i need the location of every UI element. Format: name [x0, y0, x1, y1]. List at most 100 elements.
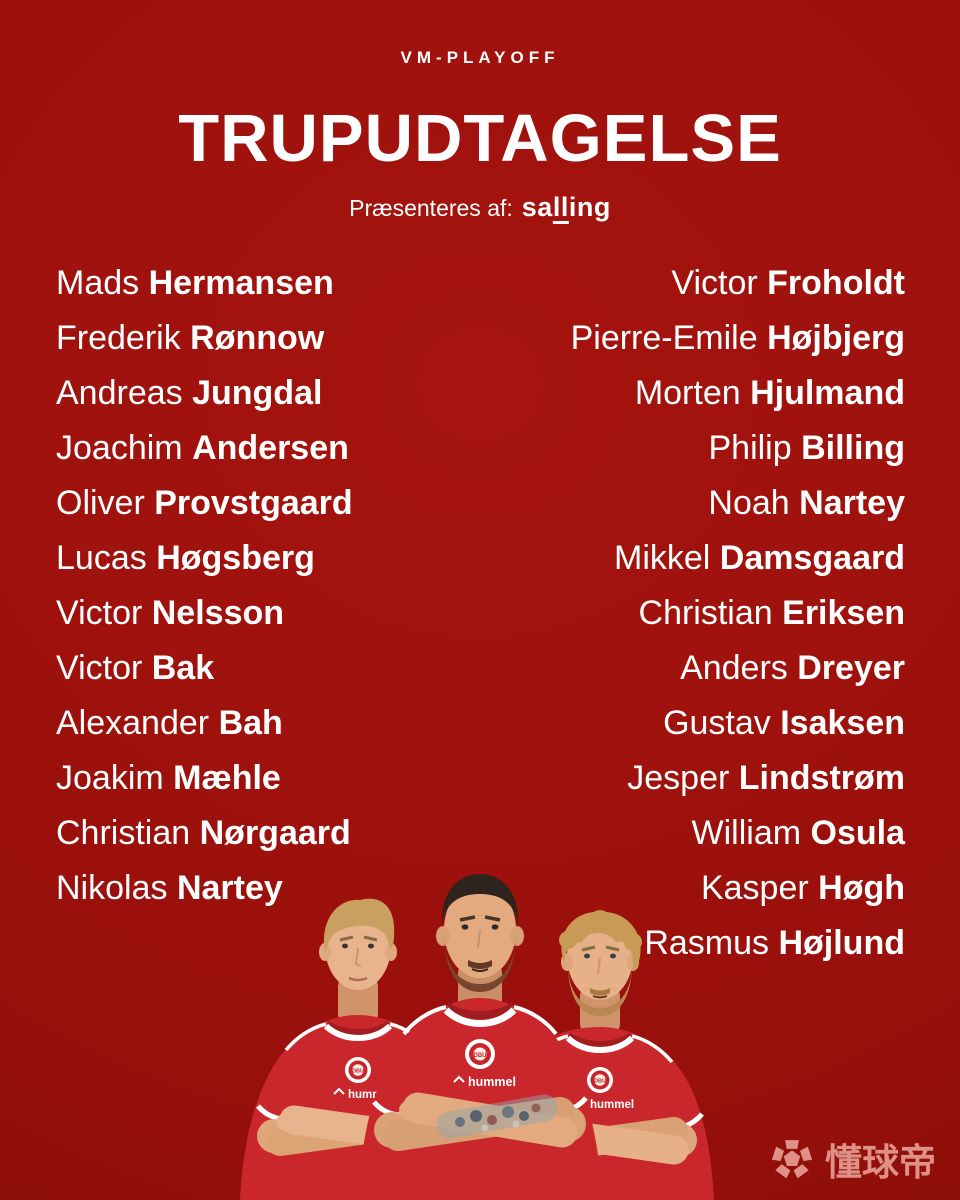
player-first-name: Rasmus — [644, 924, 770, 962]
player-first-name: Lucas — [56, 539, 147, 577]
player-name: Mads Hermansen — [56, 256, 353, 311]
player-first-name: Kasper — [700, 869, 809, 907]
player-first-name: Mikkel — [614, 539, 711, 577]
player-last-name: Nartey — [176, 869, 283, 907]
player-name: Pierre-Emile Højbjerg — [571, 311, 905, 366]
jersey-crest: DBU — [465, 1039, 495, 1069]
player-last-name: Jungdal — [192, 374, 323, 412]
player-name: Alexander Bah — [56, 696, 353, 751]
eyebrow-label: VM-PLAYOFF — [400, 48, 560, 67]
player-first-name: Joakim — [56, 759, 164, 797]
player-name: Victor Bak — [56, 641, 353, 696]
player-last-name: Høgsberg — [156, 539, 315, 577]
player-first-name: Andreas — [56, 374, 183, 412]
player-first-name: Victor — [56, 649, 143, 687]
player-last-name: Osula — [810, 814, 905, 852]
player-first-name: Morten — [634, 374, 741, 412]
sponsor-logo: salling — [522, 192, 611, 222]
player-first-name: Philip — [708, 429, 792, 467]
tattoo-sleeve — [436, 1094, 558, 1139]
player-name: Victor Froholdt — [571, 256, 905, 311]
football-icon — [771, 1140, 813, 1179]
player-name: Mikkel Damsgaard — [571, 531, 905, 586]
player-name: Christian Eriksen — [571, 586, 905, 641]
player-last-name: Højbjerg — [767, 319, 905, 357]
player-name: Nikolas Nartey — [56, 861, 353, 916]
sponsor-underlined: ll — [552, 192, 569, 222]
player-last-name: Isaksen — [780, 704, 905, 742]
player-name: Victor Nelsson — [56, 586, 353, 641]
player-last-name: Mæhle — [173, 759, 281, 797]
jersey-brand-text: hummel — [590, 1099, 634, 1111]
player-name: Frederik Rønnow — [56, 311, 353, 366]
player-name: Joakim Mæhle — [56, 751, 353, 806]
jersey-crest-text: DBU — [474, 1053, 487, 1059]
player-last-name: Hjulmand — [750, 374, 905, 412]
player-first-name: Alexander — [56, 704, 210, 742]
player-last-name: Nelsson — [151, 594, 285, 632]
player-last-name: Højlund — [778, 924, 905, 962]
player-last-name: Nartey — [799, 484, 905, 522]
player-first-name: Jesper — [627, 759, 730, 797]
player-last-name: Dreyer — [797, 649, 905, 687]
player-name: Jesper Lindstrøm — [571, 751, 905, 806]
player-first-name: Pierre-Emile — [570, 319, 758, 357]
player-name: Rasmus Højlund — [571, 916, 905, 971]
player-first-name: Oliver — [56, 484, 145, 522]
player-first-name: Nikolas — [56, 869, 168, 907]
player-last-name: Lindstrøm — [738, 759, 905, 797]
player-first-name: Christian — [638, 594, 773, 632]
watermark: 懂球帝 — [769, 1132, 936, 1186]
player-first-name: Gustav — [663, 704, 771, 742]
player-last-name: Froholdt — [767, 264, 905, 302]
player-first-name: Frederik — [56, 319, 181, 357]
player-name: Morten Hjulmand — [571, 366, 905, 421]
player-last-name: Høgh — [818, 869, 905, 907]
player-first-name: Joachim — [56, 429, 183, 467]
player-last-name: Provstgaard — [154, 484, 353, 522]
presented-by-label: Præsenteres af: — [349, 195, 513, 221]
players-photo-group: DBU hummel — [0, 865, 960, 1200]
player-last-name: Hermansen — [148, 264, 334, 302]
page-title: TRUPUDTAGELSE — [178, 101, 782, 176]
watermark-text: 懂球帝 — [825, 1142, 936, 1183]
player-last-name: Nørgaard — [199, 814, 351, 852]
presented-by-line: Præsenteres af: salling — [0, 192, 960, 223]
player-name: Noah Nartey — [571, 476, 905, 531]
player-name: Christian Nørgaard — [56, 806, 353, 861]
squad-column-left: Mads Hermansen Frederik Rønnow Andreas J… — [56, 256, 353, 916]
sponsor-prefix: sa — [521, 192, 553, 222]
player-name: Oliver Provstgaard — [56, 476, 353, 531]
player-name: Philip Billing — [571, 421, 905, 476]
squad-column-right: Victor Froholdt Pierre-Emile Højbjerg Mo… — [571, 256, 905, 971]
player-first-name: Noah — [708, 484, 790, 522]
player-name: Andreas Jungdal — [56, 366, 353, 421]
player-name: William Osula — [571, 806, 905, 861]
player-last-name: Bak — [151, 649, 215, 687]
player-first-name: Mads — [56, 264, 140, 302]
player-name: Anders Dreyer — [571, 641, 905, 696]
player-last-name: Damsgaard — [719, 539, 905, 577]
player-name: Gustav Isaksen — [571, 696, 905, 751]
player-first-name: Victor — [56, 594, 143, 632]
jersey-crest: DBU — [345, 1057, 371, 1083]
sponsor-suffix: ing — [568, 192, 611, 222]
jersey-brand-text: hummel — [468, 1075, 516, 1089]
player-last-name: Andersen — [192, 429, 349, 467]
player-last-name: Bah — [218, 704, 283, 742]
jersey-crest-text: DBU — [594, 1079, 606, 1085]
jersey-crest-text: DBU — [352, 1069, 364, 1075]
player-name: Joachim Andersen — [56, 421, 353, 476]
player-first-name: Anders — [680, 649, 788, 687]
player-last-name: Rønnow — [190, 319, 325, 357]
player-name: Kasper Høgh — [571, 861, 905, 916]
jersey-brand: hummel — [453, 1075, 516, 1089]
player-first-name: Christian — [56, 814, 191, 852]
player-first-name: William — [691, 814, 802, 852]
player-photo-center: DBU hummel — [358, 874, 602, 1200]
jersey-crest: DBU — [587, 1067, 613, 1093]
player-first-name: Victor — [671, 264, 758, 302]
player-name: Lucas Høgsberg — [56, 531, 353, 586]
player-last-name: Eriksen — [782, 594, 905, 632]
player-last-name: Billing — [801, 429, 905, 467]
